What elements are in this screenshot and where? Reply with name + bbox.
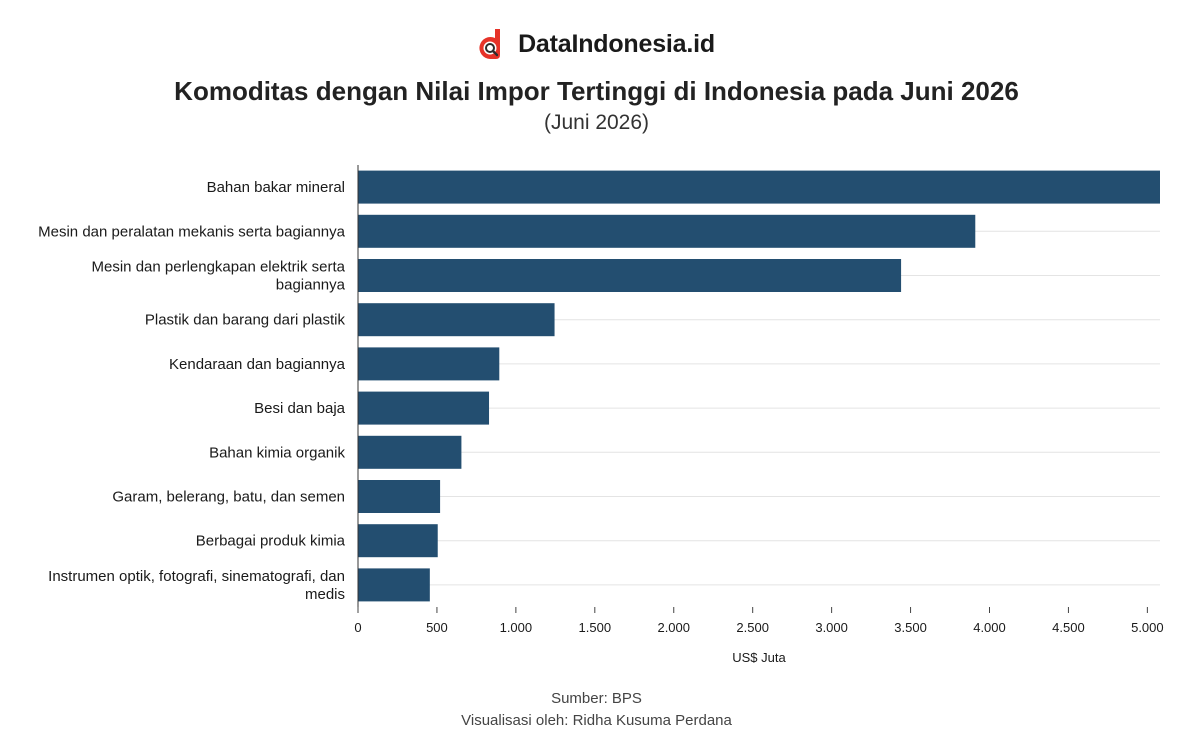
x-tick-label: 3.500 xyxy=(894,620,927,635)
x-tick-label: 2.000 xyxy=(657,620,690,635)
x-tick-label: 1.500 xyxy=(579,620,612,635)
category-label: Mesin dan perlengkapan elektrik serta bag… xyxy=(92,259,346,294)
x-axis-title: US$ Juta xyxy=(732,650,786,665)
category-label: Berbagai produk kimia xyxy=(196,533,346,550)
bars xyxy=(358,170,1160,602)
category-label: Besi dan baja xyxy=(254,400,346,417)
x-tick-label: 5.000 xyxy=(1131,620,1164,635)
bar xyxy=(358,170,1160,204)
category-label: Kendaraan dan bagiannya xyxy=(169,356,346,373)
x-tick-label: 4.500 xyxy=(1052,620,1085,635)
bar xyxy=(358,524,438,558)
category-label: Bahan kimia organik xyxy=(209,444,345,461)
bar xyxy=(358,214,976,248)
category-label: Plastik dan barang dari plastik xyxy=(145,312,346,329)
chart-title: Komoditas dengan Nilai Impor Tertinggi d… xyxy=(174,76,1019,106)
bar xyxy=(358,347,500,381)
dataindonesia-logo-icon xyxy=(479,29,501,59)
source-note: Sumber: BPS xyxy=(551,690,642,707)
bar xyxy=(358,391,490,425)
brand-header: DataIndonesia.id xyxy=(0,28,1193,60)
bar xyxy=(358,568,430,602)
x-tick-label: 1.000 xyxy=(500,620,533,635)
x-tick-label: 4.000 xyxy=(973,620,1006,635)
category-label: Garam, belerang, batu, dan semen xyxy=(112,489,345,506)
category-labels: Bahan bakar mineral Mesin dan peralatan m… xyxy=(38,179,346,603)
category-label: Mesin dan peralatan mekanis serta bagian… xyxy=(38,223,346,240)
category-label: Instrumen optik, fotografi, sinematograf… xyxy=(48,568,345,603)
chart-subtitle: (Juni 2026) xyxy=(543,111,650,134)
x-tick-label: 500 xyxy=(426,620,448,635)
category-label: Bahan bakar mineral xyxy=(207,179,345,196)
bar xyxy=(358,435,462,469)
x-axis-ticks: 0 500 1.000 1.500 2.000 2.500 3.000 3.500 4.000 4… xyxy=(354,607,1164,635)
x-tick-label: 2.500 xyxy=(736,620,769,635)
bar xyxy=(358,480,441,513)
x-tick-label: 3.000 xyxy=(815,620,848,635)
bar xyxy=(358,259,902,292)
visualization-credit: Visualisasi oleh: Ridha Kusuma Perdana xyxy=(461,712,732,729)
x-tick-label: 0 xyxy=(354,620,361,635)
brand-name: DataIndonesia.id xyxy=(518,29,715,58)
bar xyxy=(358,303,555,337)
